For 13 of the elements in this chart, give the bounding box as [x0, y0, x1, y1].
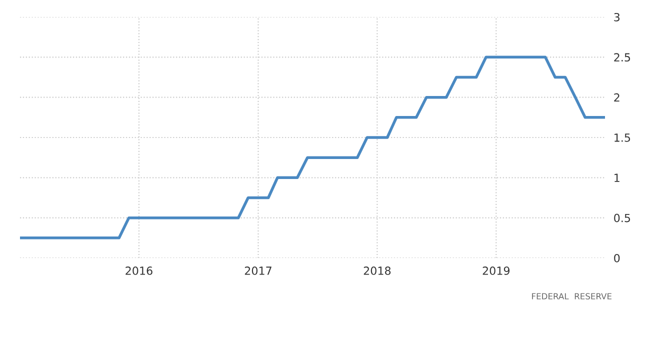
line-series: [20, 56, 605, 240]
y-tick-label: 0.5: [614, 214, 630, 222]
text: FEDERAL RESERVE: [532, 293, 612, 300]
y-tick-label: 3: [614, 12, 620, 22]
y-tick-label: 2.5: [614, 53, 630, 62]
y-tick-label: 1: [614, 174, 620, 182]
y-tick-label: 2: [614, 93, 620, 102]
x-tick-label: 2018: [364, 266, 391, 275]
x-tick-label: 2019: [482, 266, 510, 275]
y-tick-label: 0: [614, 254, 620, 262]
x-tick-label: 2016: [126, 266, 152, 275]
x-tick-label: 2017: [244, 266, 272, 275]
y-tick-label: 1.5: [614, 134, 630, 142]
